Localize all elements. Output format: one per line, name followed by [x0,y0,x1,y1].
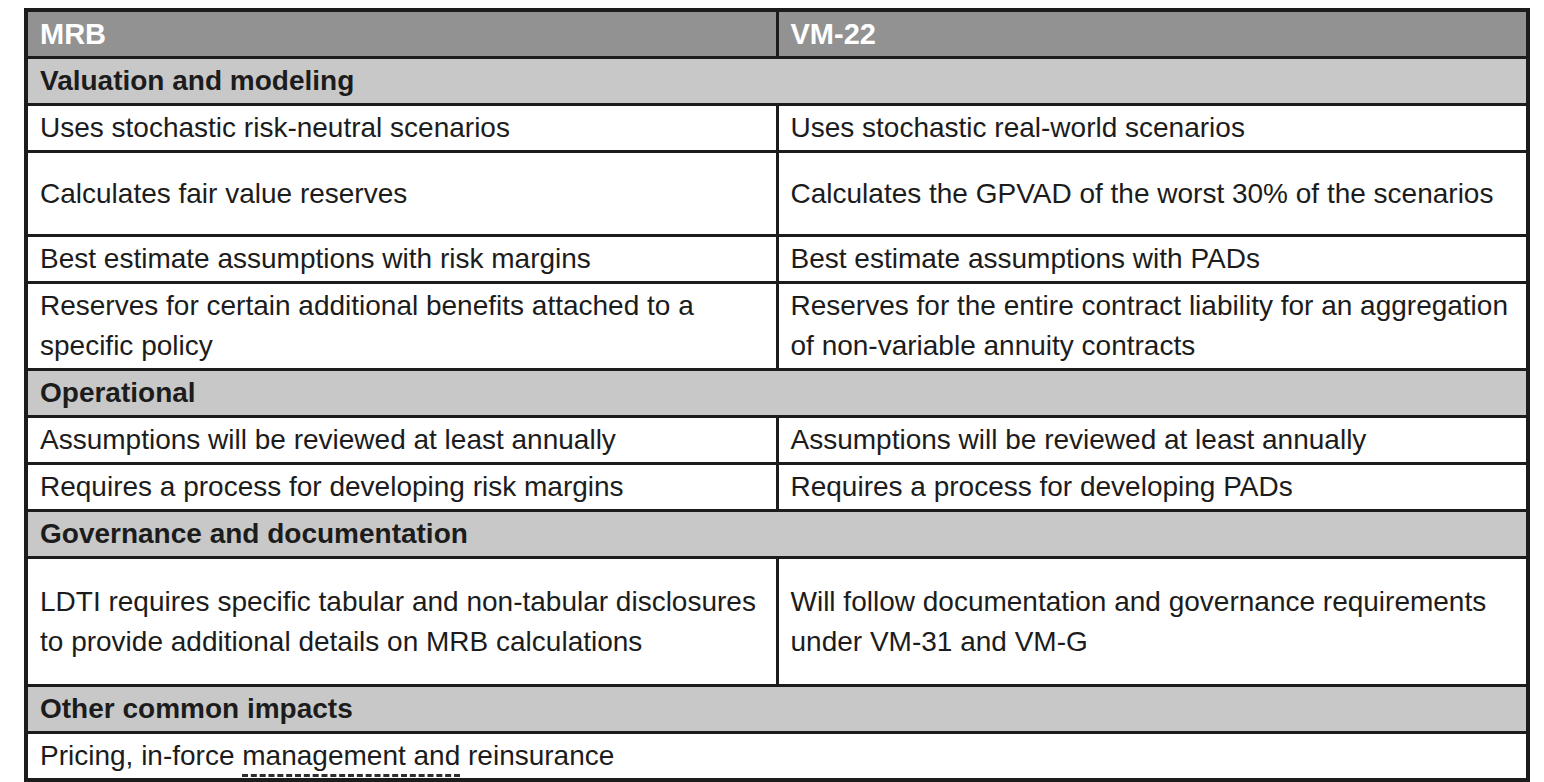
table-row: Uses stochastic risk-neutral scenarios U… [26,105,1528,152]
pricing-text-after: reinsurance [460,740,614,771]
table-row: Reserves for certain additional benefits… [26,283,1528,370]
page: MRB VM-22 Valuation and modeling Uses st… [0,0,1544,782]
section-row-valuation-and-modeling: Valuation and modeling [26,58,1528,105]
cell-mrb: Reserves for certain additional benefits… [26,283,777,370]
table-row: Calculates fair value reserves Calculate… [26,152,1528,236]
section-title: Other common impacts [26,686,1528,733]
cell-vm22: Will follow documentation and governance… [777,558,1528,686]
section-row-governance-and-documentation: Governance and documentation [26,511,1528,558]
cell-vm22: Assumptions will be reviewed at least an… [777,417,1528,464]
cell-mrb: Best estimate assumptions with risk marg… [26,236,777,283]
cell-vm22: Uses stochastic real-world scenarios [777,105,1528,152]
cell-vm22: Calculates the GPVAD of the worst 30% of… [777,152,1528,236]
cell-mrb: Uses stochastic risk-neutral scenarios [26,105,777,152]
cell-vm22: Reserves for the entire contract liabili… [777,283,1528,370]
cell-mrb: Calculates fair value reserves [26,152,777,236]
section-title: Governance and documentation [26,511,1528,558]
column-header-mrb: MRB [26,10,777,58]
table-row: Pricing, in-force management and reinsur… [26,733,1528,781]
table-row: LDTI requires specific tabular and non-t… [26,558,1528,686]
table-row: Best estimate assumptions with risk marg… [26,236,1528,283]
section-title: Valuation and modeling [26,58,1528,105]
cell-mrb: Assumptions will be reviewed at least an… [26,417,777,464]
cell-vm22: Requires a process for developing PADs [777,464,1528,511]
table-row: Assumptions will be reviewed at least an… [26,417,1528,464]
header-row: MRB VM-22 [26,10,1528,58]
pricing-text-dashed-underline: management and [242,740,460,777]
pricing-text-before: Pricing, in-force [40,740,242,771]
section-title: Operational [26,370,1528,417]
mrb-vm22-comparison-table: MRB VM-22 Valuation and modeling Uses st… [24,8,1530,782]
cell-mrb: Requires a process for developing risk m… [26,464,777,511]
cell-mrb: LDTI requires specific tabular and non-t… [26,558,777,686]
cell-full-width: Pricing, in-force management and reinsur… [26,733,1528,781]
column-header-vm22: VM-22 [777,10,1528,58]
section-row-other-common-impacts: Other common impacts [26,686,1528,733]
table-row: Requires a process for developing risk m… [26,464,1528,511]
section-row-operational: Operational [26,370,1528,417]
cell-vm22: Best estimate assumptions with PADs [777,236,1528,283]
